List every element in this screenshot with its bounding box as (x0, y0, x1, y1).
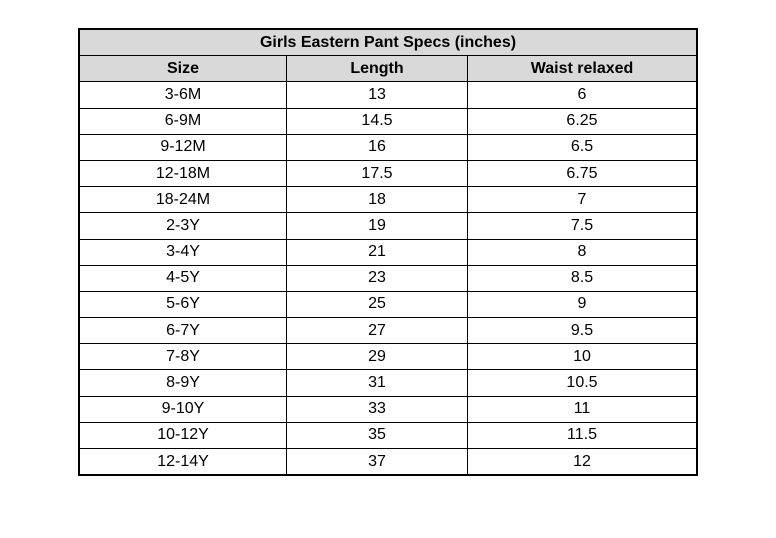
column-header-waist: Waist relaxed (467, 55, 698, 83)
waist-cell: 11 (467, 395, 698, 423)
size-cell: 7-8Y (78, 343, 287, 371)
length-cell: 19 (286, 212, 468, 240)
table-row: 6-9M 14.5 6.25 (78, 107, 698, 135)
table-row: 6-7Y 27 9.5 (78, 317, 698, 345)
title-row: Girls Eastern Pant Specs (inches) (78, 28, 698, 57)
waist-cell: 6.75 (467, 159, 698, 188)
size-cell: 6-7Y (78, 317, 287, 345)
waist-cell: 9 (467, 290, 698, 319)
table-row: 10-12Y 35 11.5 (78, 421, 698, 450)
length-cell: 13 (286, 81, 468, 109)
length-cell: 31 (286, 369, 468, 397)
waist-cell: 11.5 (467, 421, 698, 450)
waist-cell: 9.5 (467, 317, 698, 345)
table-row: 5-6Y 25 9 (78, 290, 698, 319)
pant-specs-table: Girls Eastern Pant Specs (inches) Size L… (78, 28, 698, 477)
length-cell: 35 (286, 421, 468, 450)
header-row: Size Length Waist relaxed (78, 55, 698, 83)
size-cell: 10-12Y (78, 421, 287, 450)
size-cell: 8-9Y (78, 369, 287, 397)
waist-cell: 7.5 (467, 212, 698, 240)
table-row: 12-18M 17.5 6.75 (78, 159, 698, 188)
size-cell: 9-12M (78, 133, 287, 161)
size-cell: 12-18M (78, 159, 287, 188)
table-row: 7-8Y 29 10 (78, 343, 698, 371)
waist-cell: 6.5 (467, 133, 698, 161)
waist-cell: 10 (467, 343, 698, 371)
size-cell: 5-6Y (78, 290, 287, 319)
length-cell: 25 (286, 290, 468, 319)
waist-cell: 10.5 (467, 369, 698, 397)
waist-cell: 6 (467, 81, 698, 109)
length-cell: 37 (286, 448, 468, 476)
length-cell: 18 (286, 186, 468, 214)
size-cell: 4-5Y (78, 264, 287, 292)
length-cell: 23 (286, 264, 468, 292)
waist-cell: 12 (467, 448, 698, 476)
table-row: 3-4Y 21 8 (78, 238, 698, 266)
column-header-size: Size (78, 55, 287, 83)
table-row: 9-12M 16 6.5 (78, 133, 698, 161)
size-cell: 2-3Y (78, 212, 287, 240)
table-row: 18-24M 18 7 (78, 186, 698, 214)
table-row: 8-9Y 31 10.5 (78, 369, 698, 397)
table-title: Girls Eastern Pant Specs (inches) (78, 28, 698, 57)
length-cell: 21 (286, 238, 468, 266)
size-cell: 9-10Y (78, 395, 287, 423)
size-cell: 3-6M (78, 81, 287, 109)
length-cell: 14.5 (286, 107, 468, 135)
table-row: 2-3Y 19 7.5 (78, 212, 698, 240)
length-cell: 33 (286, 395, 468, 423)
column-header-length: Length (286, 55, 468, 83)
length-cell: 17.5 (286, 159, 468, 188)
waist-cell: 8.5 (467, 264, 698, 292)
waist-cell: 7 (467, 186, 698, 214)
length-cell: 16 (286, 133, 468, 161)
table-row: 3-6M 13 6 (78, 81, 698, 109)
size-cell: 3-4Y (78, 238, 287, 266)
table-row: 12-14Y 37 12 (78, 448, 698, 476)
size-cell: 6-9M (78, 107, 287, 135)
length-cell: 29 (286, 343, 468, 371)
table-row: 4-5Y 23 8.5 (78, 264, 698, 292)
waist-cell: 6.25 (467, 107, 698, 135)
waist-cell: 8 (467, 238, 698, 266)
table-row: 9-10Y 33 11 (78, 395, 698, 423)
size-cell: 18-24M (78, 186, 287, 214)
length-cell: 27 (286, 317, 468, 345)
size-cell: 12-14Y (78, 448, 287, 476)
